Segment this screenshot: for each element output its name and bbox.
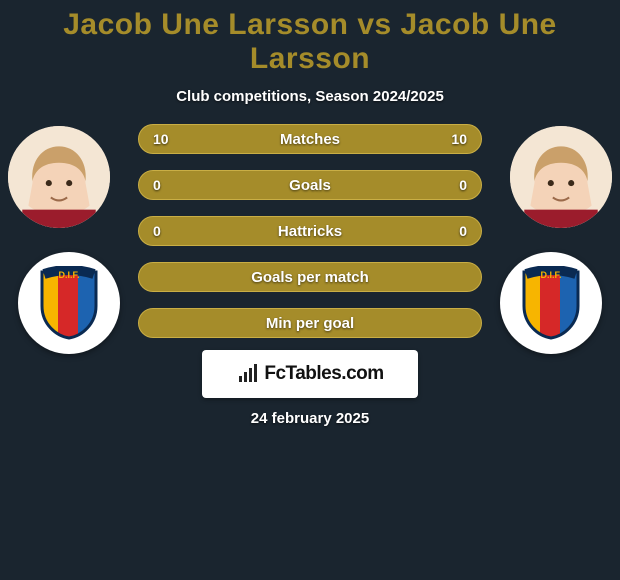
club-right-badge: D.I.F. [500, 252, 602, 354]
stat-rows: 10 Matches 10 0 Goals 0 0 Hattricks 0 Go… [138, 124, 482, 338]
stat-row: 0 Hattricks 0 [138, 216, 482, 246]
stat-label: Min per goal [266, 315, 354, 332]
svg-text:D.I.F.: D.I.F. [540, 270, 561, 280]
face-icon [510, 126, 612, 228]
shield-icon: D.I.F. [520, 266, 582, 340]
stat-row: Goals per match [138, 262, 482, 292]
player-left-avatar [8, 126, 110, 228]
stat-left-value: 0 [153, 177, 161, 193]
comparison-title: Jacob Une Larsson vs Jacob Une Larsson [0, 0, 620, 76]
face-icon [8, 126, 110, 228]
stat-label: Hattricks [278, 223, 342, 240]
stat-right-value: 10 [451, 131, 467, 147]
stat-right-value: 0 [459, 177, 467, 193]
brand-box: FcTables.com [202, 350, 418, 398]
bar-chart-icon [236, 362, 260, 386]
shield-icon: D.I.F. [38, 266, 100, 340]
stat-right-value: 0 [459, 223, 467, 239]
stat-row: Min per goal [138, 308, 482, 338]
stat-label: Matches [280, 131, 340, 148]
stat-left-value: 10 [153, 131, 169, 147]
generation-date: 24 february 2025 [0, 410, 620, 427]
stat-row: 10 Matches 10 [138, 124, 482, 154]
stat-label: Goals [289, 177, 331, 194]
player-right-avatar [510, 126, 612, 228]
svg-text:D.I.F.: D.I.F. [58, 270, 79, 280]
stat-label: Goals per match [251, 269, 369, 286]
comparison-subtitle: Club competitions, Season 2024/2025 [0, 88, 620, 105]
stat-left-value: 0 [153, 223, 161, 239]
club-left-badge: D.I.F. [18, 252, 120, 354]
stat-row: 0 Goals 0 [138, 170, 482, 200]
brand-text: FcTables.com [264, 363, 383, 385]
